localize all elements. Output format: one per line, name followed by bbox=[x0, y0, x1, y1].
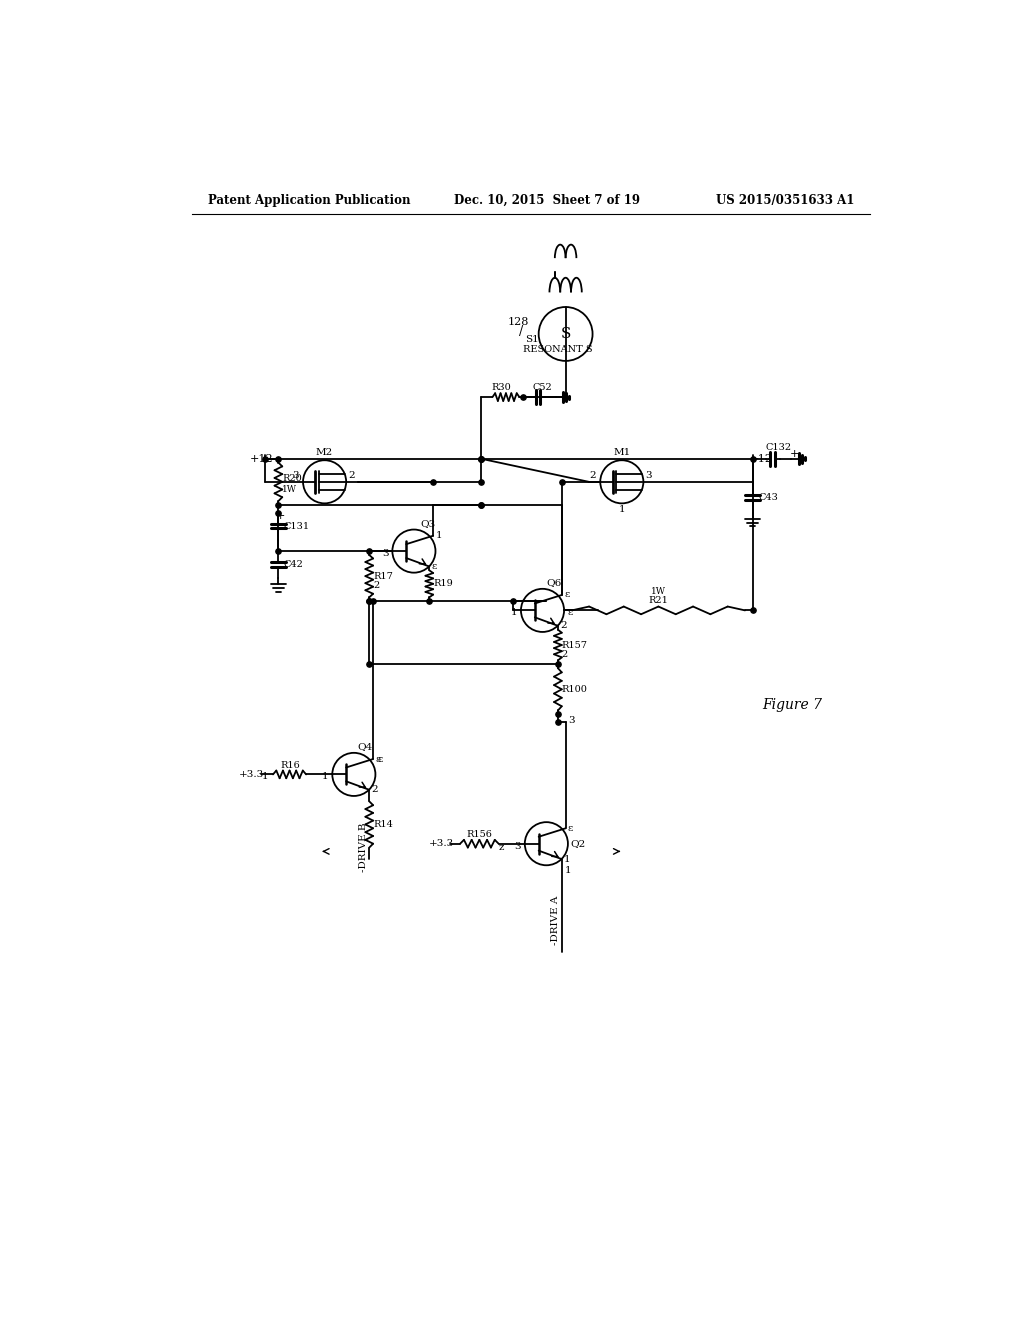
Text: 1: 1 bbox=[511, 609, 517, 618]
Text: Q3: Q3 bbox=[420, 519, 435, 528]
Text: R30: R30 bbox=[492, 383, 512, 392]
Text: Q2: Q2 bbox=[570, 840, 586, 849]
Text: 2: 2 bbox=[590, 471, 596, 480]
Text: +3.3: +3.3 bbox=[429, 840, 455, 849]
Text: R16: R16 bbox=[281, 760, 300, 770]
Text: M1: M1 bbox=[613, 447, 631, 457]
Text: 2: 2 bbox=[562, 649, 568, 659]
Text: 1W: 1W bbox=[651, 587, 666, 597]
Text: 2: 2 bbox=[373, 581, 379, 590]
Text: C42: C42 bbox=[283, 560, 303, 569]
Text: -DRIVE B: -DRIVE B bbox=[358, 822, 368, 873]
Text: RESONANT S: RESONANT S bbox=[523, 345, 593, 354]
Text: 1: 1 bbox=[435, 531, 442, 540]
Text: 1: 1 bbox=[618, 506, 625, 513]
Text: R20: R20 bbox=[283, 474, 302, 483]
Text: 2: 2 bbox=[348, 471, 355, 480]
Text: R157: R157 bbox=[562, 640, 588, 649]
Text: ε: ε bbox=[376, 755, 381, 763]
Text: 2: 2 bbox=[560, 622, 567, 630]
Text: R21: R21 bbox=[648, 595, 669, 605]
Text: C52: C52 bbox=[532, 383, 552, 392]
Text: R156: R156 bbox=[467, 830, 493, 840]
Text: Q6: Q6 bbox=[547, 578, 561, 587]
Text: 128: 128 bbox=[508, 317, 529, 326]
Text: Dec. 10, 2015  Sheet 7 of 19: Dec. 10, 2015 Sheet 7 of 19 bbox=[454, 194, 640, 207]
Text: +: + bbox=[790, 449, 799, 459]
Text: +12: +12 bbox=[250, 454, 273, 463]
Text: C131: C131 bbox=[283, 521, 309, 531]
Text: -DRIVE A: -DRIVE A bbox=[551, 896, 560, 945]
Text: ε: ε bbox=[378, 755, 383, 763]
Text: M2: M2 bbox=[316, 447, 333, 457]
Text: -12: -12 bbox=[755, 454, 772, 463]
Text: 1: 1 bbox=[261, 772, 268, 781]
Text: S1: S1 bbox=[525, 335, 540, 343]
Text: 1: 1 bbox=[322, 772, 329, 781]
Text: ε: ε bbox=[568, 824, 573, 833]
Text: US 2015/0351633 A1: US 2015/0351633 A1 bbox=[716, 194, 854, 207]
Text: 3: 3 bbox=[382, 549, 388, 558]
Text: 3: 3 bbox=[514, 842, 521, 850]
Text: 3: 3 bbox=[646, 471, 652, 480]
Text: R17: R17 bbox=[373, 572, 393, 581]
Text: Patent Application Publication: Patent Application Publication bbox=[208, 194, 410, 207]
Text: ε: ε bbox=[568, 609, 573, 618]
Text: /: / bbox=[519, 325, 523, 338]
Text: Figure 7: Figure 7 bbox=[762, 698, 822, 711]
Text: R14: R14 bbox=[373, 820, 393, 829]
Text: z: z bbox=[499, 843, 504, 851]
Text: Q4: Q4 bbox=[357, 742, 373, 751]
Text: S: S bbox=[560, 327, 570, 341]
Text: ε: ε bbox=[432, 562, 437, 572]
Text: 2: 2 bbox=[372, 785, 378, 795]
Text: 3: 3 bbox=[568, 715, 575, 725]
Text: +3.3: +3.3 bbox=[239, 770, 263, 779]
Text: R19: R19 bbox=[433, 579, 453, 589]
Text: C132: C132 bbox=[766, 442, 792, 451]
Text: R100: R100 bbox=[562, 685, 588, 694]
Text: ε: ε bbox=[564, 590, 569, 599]
Text: 3: 3 bbox=[293, 471, 299, 480]
Text: 1: 1 bbox=[564, 854, 570, 863]
Text: C43: C43 bbox=[758, 492, 778, 502]
Text: 1W: 1W bbox=[283, 484, 297, 494]
Text: 1: 1 bbox=[565, 866, 571, 875]
Text: +: + bbox=[275, 511, 285, 521]
